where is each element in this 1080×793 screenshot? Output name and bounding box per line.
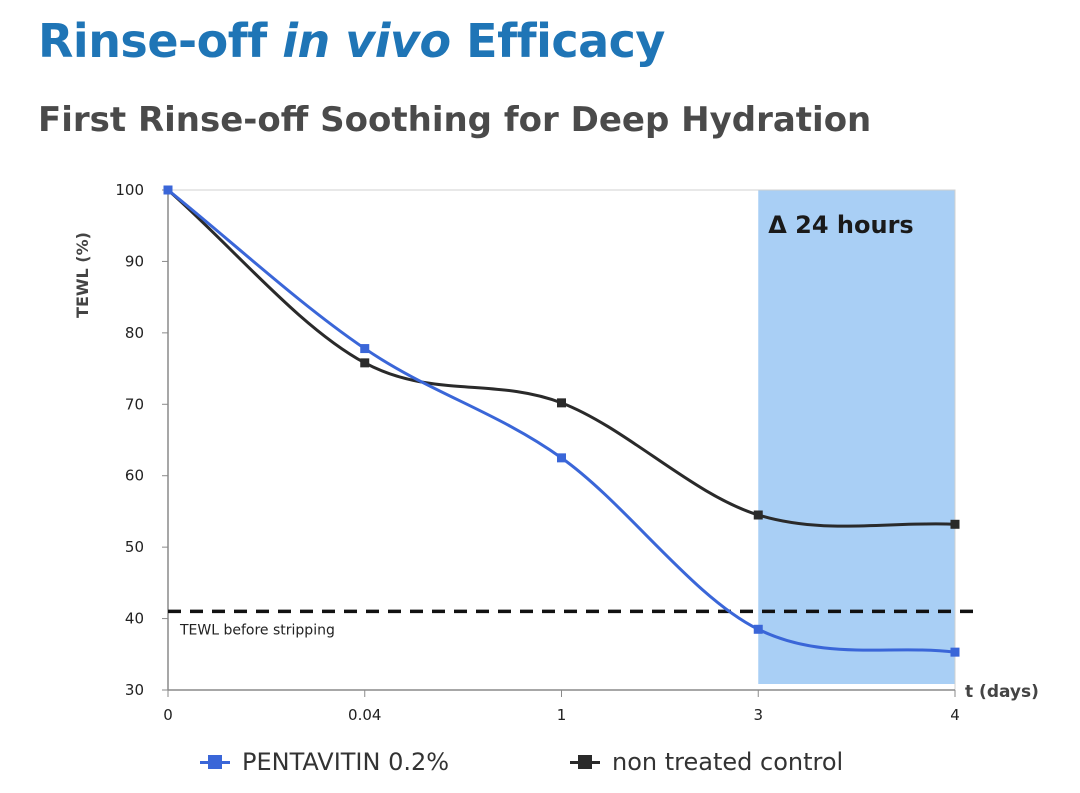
- highlight-band: [758, 190, 955, 684]
- x-tick-label: 4: [950, 706, 960, 724]
- legend-swatch-control: [570, 755, 600, 769]
- legend-label-control: non treated control: [612, 748, 844, 776]
- x-axis-label: t (days): [965, 682, 1039, 702]
- title-italic: in vivo: [282, 14, 451, 68]
- legend-item-pentavitin: PENTAVITIN 0.2%: [200, 744, 450, 780]
- x-tick-label: 3: [753, 706, 763, 724]
- legend-label-pentavitin: PENTAVITIN 0.2%: [242, 748, 450, 776]
- legend-item-control: non treated control: [570, 744, 844, 780]
- x-tick-label: 0.04: [348, 706, 381, 724]
- series-0-point: [753, 624, 763, 634]
- series-0-point: [360, 344, 370, 354]
- series-1-point: [360, 358, 370, 368]
- title-part-1: Rinse-off: [38, 14, 283, 68]
- title-part-2: Efficacy: [450, 14, 665, 68]
- legend-swatch-pentavitin: [200, 755, 230, 769]
- y-tick-label: 50: [125, 538, 144, 556]
- y-tick-label: 70: [125, 395, 144, 413]
- y-axis-label: TEWL (%): [73, 232, 92, 318]
- y-tick-label: 30: [125, 681, 144, 699]
- y-tick-label: 100: [115, 181, 144, 199]
- y-tick-label: 40: [125, 610, 144, 628]
- series-0-point: [163, 185, 173, 195]
- highlight-label: Δ 24 hours: [768, 211, 913, 239]
- y-tick-label: 80: [125, 324, 144, 342]
- series-1-point: [753, 510, 763, 520]
- y-tick-label: 60: [125, 467, 144, 485]
- x-tick-label: 0: [163, 706, 173, 724]
- reference-line-label: TEWL before stripping: [179, 622, 335, 638]
- page-title: Rinse-off in vivo Efficacy: [38, 14, 665, 68]
- y-tick-label: 90: [125, 252, 144, 270]
- series-0-point: [950, 647, 960, 657]
- x-tick-label: 1: [557, 706, 567, 724]
- page-subtitle: First Rinse-off Soothing for Deep Hydrat…: [38, 100, 872, 140]
- series-1-point: [950, 519, 960, 529]
- series-1-point: [557, 398, 566, 408]
- series-0-point: [557, 453, 566, 463]
